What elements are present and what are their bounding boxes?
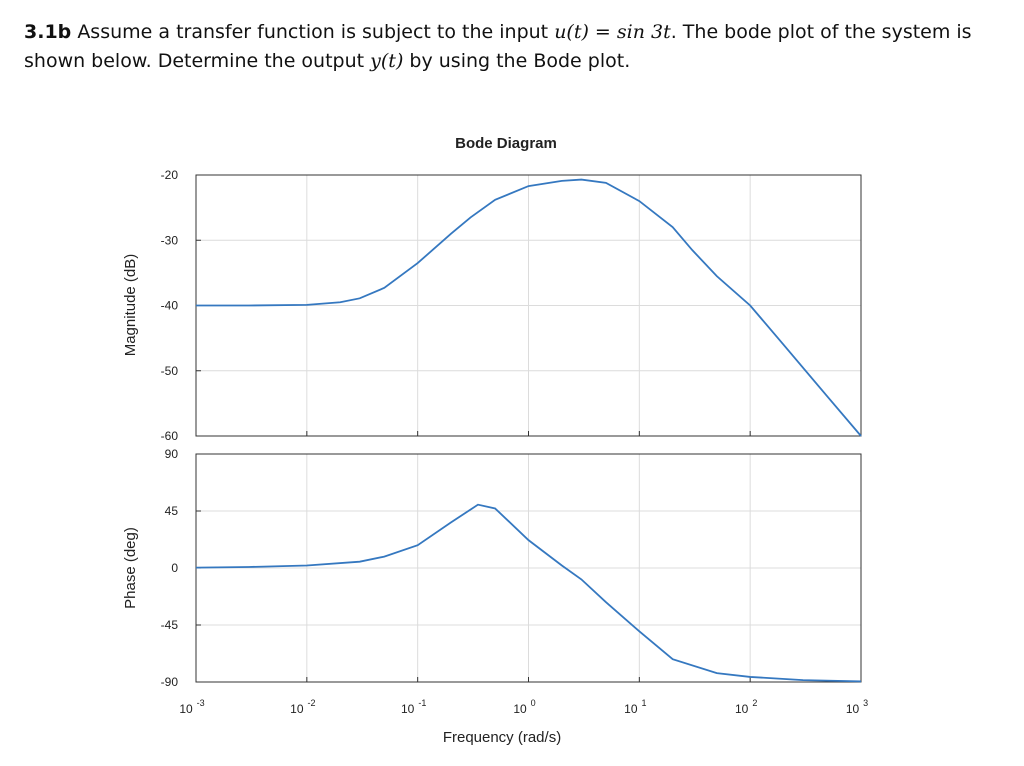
y-tick-label: 45 [165, 504, 179, 518]
tick-exponent: 1 [642, 698, 647, 708]
tick-base: 10 [513, 702, 527, 716]
line-series [196, 178, 862, 437]
tick-exponent: 0 [531, 698, 536, 708]
tick-base: 10 [179, 702, 193, 716]
tick-exponent: 2 [752, 698, 757, 708]
tick-base: 10 [401, 702, 415, 716]
y-tick-label: -45 [161, 618, 179, 632]
y-tick-label: -90 [161, 675, 179, 689]
tick-base: 10 [290, 702, 304, 716]
x-tick-label: 10 0 [513, 698, 535, 716]
question-text: Assume a transfer function is subject to… [77, 21, 549, 43]
math: u(t) = sin 3t [554, 21, 671, 43]
y-tick-label: 90 [165, 447, 179, 461]
y-tick-label: -50 [161, 364, 179, 378]
tick-exponent: -1 [418, 698, 426, 708]
tick-exponent: -2 [308, 698, 316, 708]
x-tick-label: 10 -3 [179, 698, 204, 716]
question-label: 3.1b [24, 21, 72, 43]
y-axis-label: Magnitude (dB) [122, 254, 139, 357]
y-tick-label: -20 [161, 168, 179, 182]
y-tick-label: -30 [161, 233, 179, 247]
question: 3.1b Assume a transfer function is subje… [24, 18, 1004, 76]
y-tick-label: -60 [161, 429, 179, 443]
tick-base: 10 [846, 702, 860, 716]
x-tick-label: 10 -1 [401, 698, 426, 716]
tick-base: 10 [624, 702, 638, 716]
y-tick-label: 0 [171, 561, 178, 575]
tick-base: 10 [735, 702, 749, 716]
math: y(t) [370, 50, 404, 72]
x-tick-label: 10 1 [624, 698, 646, 716]
x-tick-label: 10 -2 [290, 698, 315, 716]
tick-exponent: 3 [863, 698, 868, 708]
question-text: . The bode plot of the system is shown b… [24, 21, 972, 72]
x-tick-label: 10 3 [846, 698, 868, 716]
question-text: by using the Bode plot. [409, 50, 631, 72]
y-axis-label: Phase (deg) [122, 527, 139, 609]
tick-exponent: -3 [197, 698, 205, 708]
x-axis-label: Frequency (rad/s) [443, 729, 561, 746]
line-series [195, 503, 862, 683]
chart-title: Bode Diagram [455, 135, 557, 152]
x-tick-label: 10 2 [735, 698, 757, 716]
y-tick-label: -40 [161, 299, 179, 313]
axes-frame [195, 453, 862, 683]
